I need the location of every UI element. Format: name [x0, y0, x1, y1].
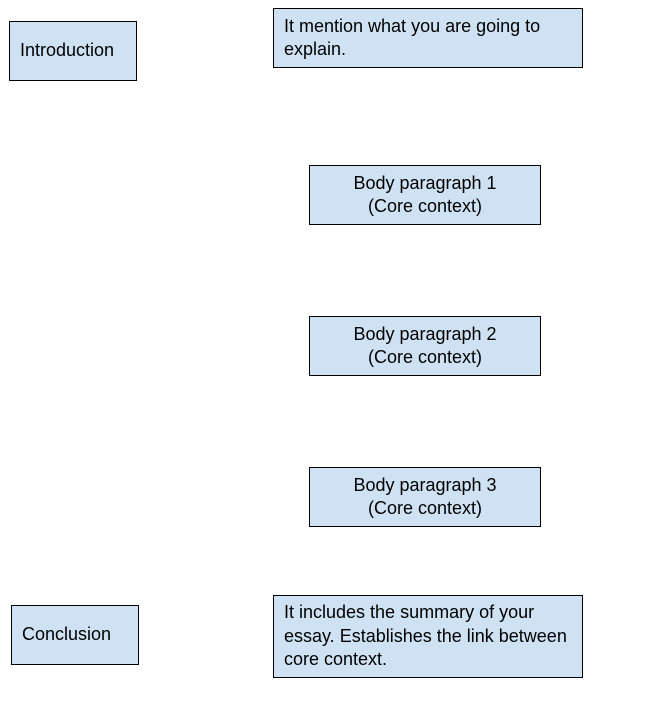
node-label: Introduction [20, 39, 114, 62]
node-body-paragraph-2: Body paragraph 2 (Core context) [309, 316, 541, 376]
node-body-paragraph-3: Body paragraph 3 (Core context) [309, 467, 541, 527]
node-conclusion: Conclusion [11, 605, 139, 665]
node-label: It mention what you are going to explain… [284, 15, 572, 62]
node-conclusion-desc: It includes the summary of your essay. E… [273, 595, 583, 678]
diagram-canvas: Introduction It mention what you are goi… [0, 0, 650, 718]
node-label: Body paragraph 1 (Core context) [353, 172, 496, 219]
node-label: Body paragraph 3 (Core context) [353, 474, 496, 521]
node-label: Conclusion [22, 623, 111, 646]
node-label: It includes the summary of your essay. E… [284, 601, 572, 671]
node-introduction-desc: It mention what you are going to explain… [273, 8, 583, 68]
node-body-paragraph-1: Body paragraph 1 (Core context) [309, 165, 541, 225]
node-introduction: Introduction [9, 21, 137, 81]
node-label: Body paragraph 2 (Core context) [353, 323, 496, 370]
